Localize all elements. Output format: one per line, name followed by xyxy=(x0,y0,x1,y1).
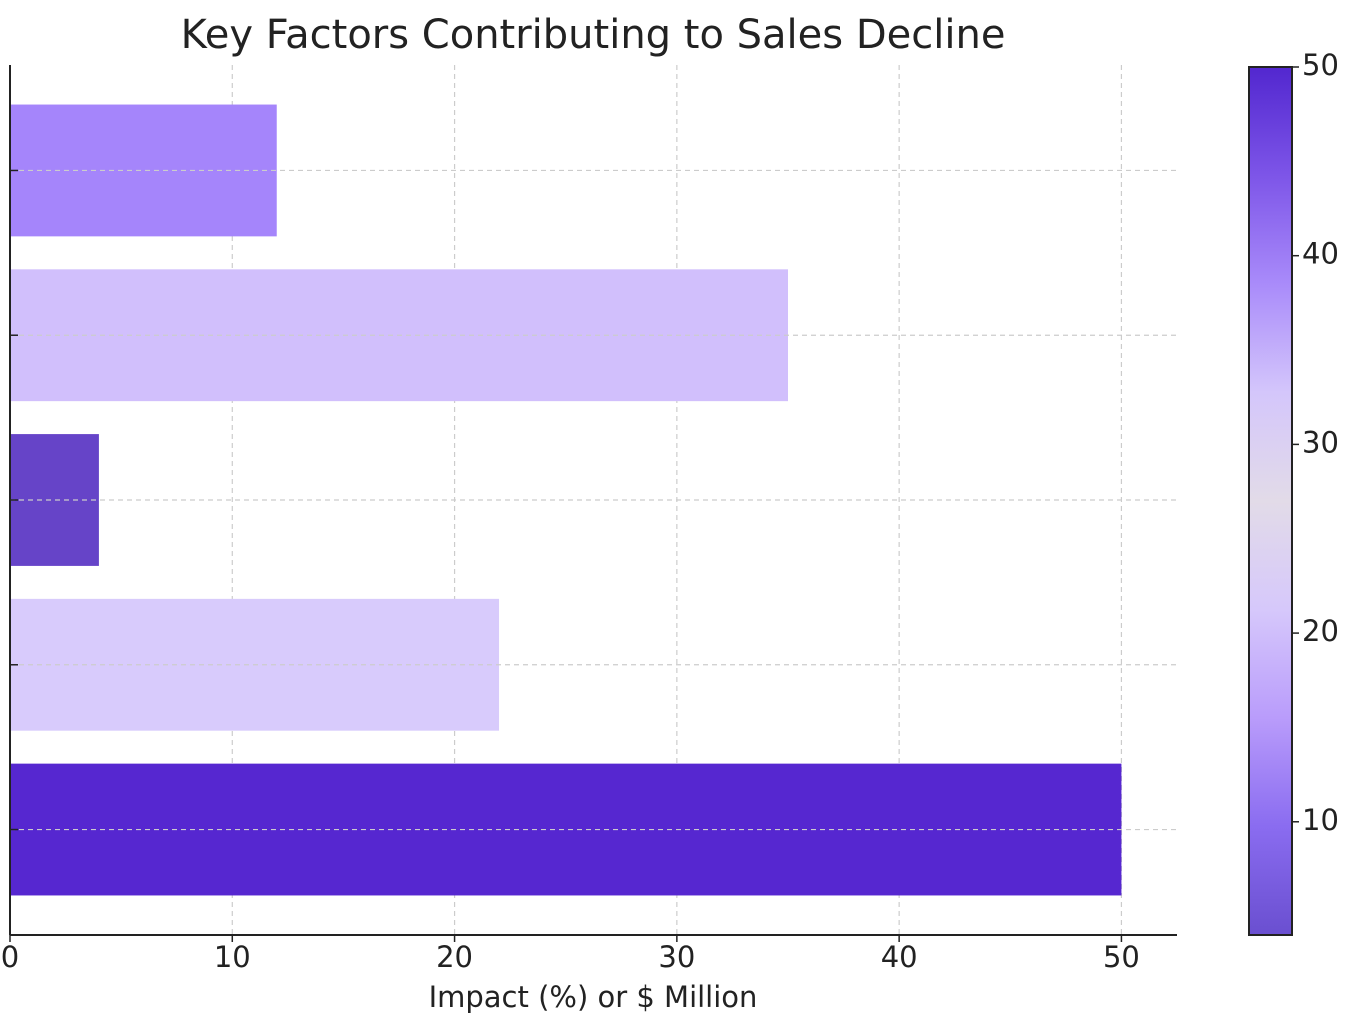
bar xyxy=(10,763,1122,896)
colorbar-tick-label: 10 xyxy=(1302,803,1339,837)
colorbar-tick-label: 40 xyxy=(1302,237,1339,271)
chart-title: Key Factors Contributing to Sales Declin… xyxy=(181,12,1006,58)
colorbar-tick-label: 50 xyxy=(1302,48,1339,82)
x-tick-label: 20 xyxy=(436,940,473,974)
x-axis-label: Impact (%) or $ Million xyxy=(429,980,758,1014)
x-tick-label: 50 xyxy=(1103,940,1140,974)
colorbar-tick-label: 30 xyxy=(1302,425,1339,459)
x-tick-label: 0 xyxy=(1,940,19,974)
colorbar xyxy=(1248,66,1293,936)
x-tick-label: 40 xyxy=(881,940,918,974)
x-tick-label: 30 xyxy=(658,940,695,974)
x-tick-label: 10 xyxy=(214,940,251,974)
colorbar-tick-label: 20 xyxy=(1302,614,1339,648)
bar xyxy=(10,104,277,237)
